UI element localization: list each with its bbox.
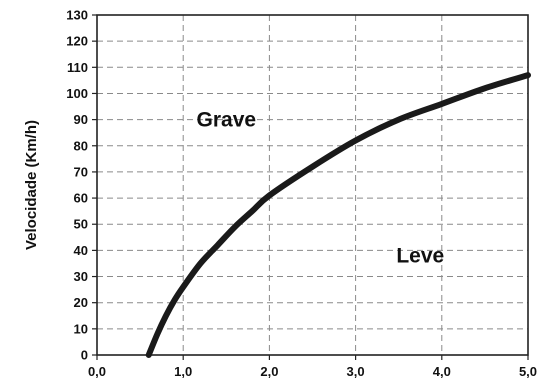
x-tick-label: 2,0 [260,364,278,379]
x-tick-label: 4,0 [433,364,451,379]
y-tick-label: 130 [66,8,88,23]
grid [97,15,528,355]
x-axis-ticks: 0,0 1,0 2,0 3,0 4,0 5,0 [88,355,537,379]
annotation-leve: Leve [396,245,444,268]
data-series-curve [145,72,531,358]
y-tick-label: 20 [74,295,88,310]
y-tick-label: 80 [74,138,88,153]
x-tick-label: 5,0 [519,364,537,379]
annotations: Grave Leve [197,109,445,268]
y-tick-label: 110 [67,60,88,75]
y-tick-label: 40 [74,243,88,258]
y-axis-label: Velocidade (Km/h) [23,120,40,250]
y-tick-label: 10 [74,321,88,336]
y-tick-label: 0 [81,348,88,363]
y-tick-label: 60 [74,191,88,206]
y-tick-label: 70 [74,164,88,179]
y-tick-label: 30 [74,269,88,284]
y-tick-label: 100 [66,86,88,101]
y-tick-label: 90 [74,112,88,127]
annotation-grave: Grave [197,109,257,132]
y-tick-label: 50 [74,217,88,232]
x-tick-label: 1,0 [174,364,192,379]
y-axis-ticks: 0 10 20 30 40 50 60 70 80 90 100 110 120 130 [66,8,97,363]
plot-frame [96,14,529,356]
x-tick-label: 3,0 [347,364,365,379]
y-tick-label: 120 [66,34,88,49]
x-tick-label: 0,0 [88,364,106,379]
